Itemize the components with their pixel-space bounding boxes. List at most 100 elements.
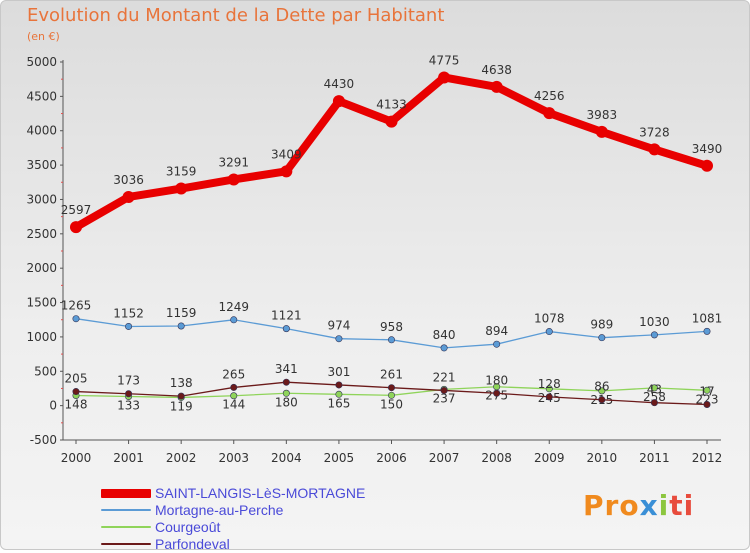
y-tick-label: -500 xyxy=(30,433,57,447)
x-tick-label: 2005 xyxy=(324,451,355,465)
y-tick-label: 2000 xyxy=(26,261,57,275)
data-label: 958 xyxy=(380,320,403,334)
x-tick-label: 2003 xyxy=(218,451,249,465)
data-label: 17 xyxy=(699,384,714,398)
data-label: 258 xyxy=(643,390,666,404)
data-point xyxy=(282,389,290,397)
data-point xyxy=(545,328,553,336)
data-point xyxy=(545,385,553,393)
data-point xyxy=(230,383,238,391)
data-point xyxy=(387,336,395,344)
data-label: 173 xyxy=(117,374,140,388)
data-label: 180 xyxy=(275,395,298,409)
x-tick-label: 2004 xyxy=(271,451,302,465)
data-label: 2597 xyxy=(61,203,92,217)
data-label: 180 xyxy=(485,373,508,387)
data-point xyxy=(701,159,713,172)
data-point xyxy=(280,165,293,178)
data-point xyxy=(282,378,290,386)
data-point xyxy=(598,334,606,342)
data-point xyxy=(703,327,711,335)
data-label: 165 xyxy=(327,396,350,410)
data-label: 144 xyxy=(222,398,245,412)
data-label: 301 xyxy=(327,365,350,379)
data-point xyxy=(122,190,135,203)
x-tick-label: 2002 xyxy=(166,451,197,465)
data-label: 1081 xyxy=(692,311,723,325)
data-point xyxy=(72,315,80,323)
data-point xyxy=(543,107,556,120)
data-label: 221 xyxy=(433,370,456,384)
data-point xyxy=(595,125,608,138)
x-tick-label: 2012 xyxy=(692,451,723,465)
y-tick-label: 1500 xyxy=(26,296,57,310)
data-label: 237 xyxy=(433,391,456,405)
data-point xyxy=(70,221,82,234)
data-label: 3490 xyxy=(692,142,723,156)
data-label: 840 xyxy=(433,328,456,342)
data-point xyxy=(230,316,238,324)
data-point xyxy=(648,143,661,156)
data-label: 1249 xyxy=(218,300,249,314)
legend-label: SAINT-LANGIS-LèS-MORTAGNE xyxy=(155,485,366,501)
data-point xyxy=(598,396,606,404)
data-point xyxy=(125,322,133,330)
legend-label: Courgeoût xyxy=(155,519,221,535)
data-point xyxy=(230,392,238,400)
data-label: 894 xyxy=(485,324,508,338)
logo-part: i xyxy=(658,489,670,522)
data-label: 1265 xyxy=(61,299,92,313)
data-label: 86 xyxy=(594,380,609,394)
legend-swatch xyxy=(101,526,151,528)
data-point xyxy=(125,390,133,398)
data-label: 4638 xyxy=(481,63,512,77)
data-label: 1152 xyxy=(113,306,144,320)
legend-label: Parfondeval xyxy=(155,536,230,552)
logo-part: ti xyxy=(669,489,695,522)
data-label: 3159 xyxy=(166,165,197,179)
data-label: 43 xyxy=(647,383,662,397)
legend-swatch xyxy=(101,543,151,545)
data-point xyxy=(387,384,395,392)
y-tick-label: 500 xyxy=(34,364,57,378)
data-label: 150 xyxy=(380,397,403,411)
data-label: 1159 xyxy=(166,306,197,320)
data-point xyxy=(335,381,343,389)
data-point xyxy=(490,80,503,93)
data-label: 989 xyxy=(590,318,613,332)
data-label: 4775 xyxy=(429,53,460,67)
data-label: 3291 xyxy=(218,155,249,169)
y-tick-label: 2500 xyxy=(26,227,57,241)
data-label: 3983 xyxy=(587,108,618,122)
data-point xyxy=(703,386,711,394)
data-label: 265 xyxy=(222,367,245,381)
data-point xyxy=(650,384,658,392)
data-point xyxy=(385,115,398,128)
data-label: 3409 xyxy=(271,147,302,161)
logo-part: Pro xyxy=(583,489,640,522)
legend-swatch xyxy=(101,489,151,498)
data-point xyxy=(282,325,290,333)
data-point xyxy=(440,386,448,394)
data-label: 138 xyxy=(170,376,193,390)
x-tick-label: 2009 xyxy=(534,451,565,465)
data-point xyxy=(598,387,606,395)
data-point xyxy=(493,340,501,348)
x-tick-label: 2001 xyxy=(113,451,144,465)
data-label: 223 xyxy=(696,392,719,406)
y-tick-label: 4500 xyxy=(26,89,57,103)
data-label: 148 xyxy=(65,397,88,411)
y-tick-label: 4000 xyxy=(26,124,57,138)
data-label: 4133 xyxy=(376,98,407,112)
logo-part: x xyxy=(639,489,659,522)
data-label: 3728 xyxy=(639,125,670,139)
data-label: 119 xyxy=(170,399,193,413)
data-label: 1121 xyxy=(271,309,302,323)
y-tick-label: 3000 xyxy=(26,192,57,206)
data-point xyxy=(650,331,658,339)
data-point xyxy=(650,399,658,407)
data-point xyxy=(387,391,395,399)
y-tick-label: 0 xyxy=(49,399,57,413)
y-tick-label: 1000 xyxy=(26,330,57,344)
